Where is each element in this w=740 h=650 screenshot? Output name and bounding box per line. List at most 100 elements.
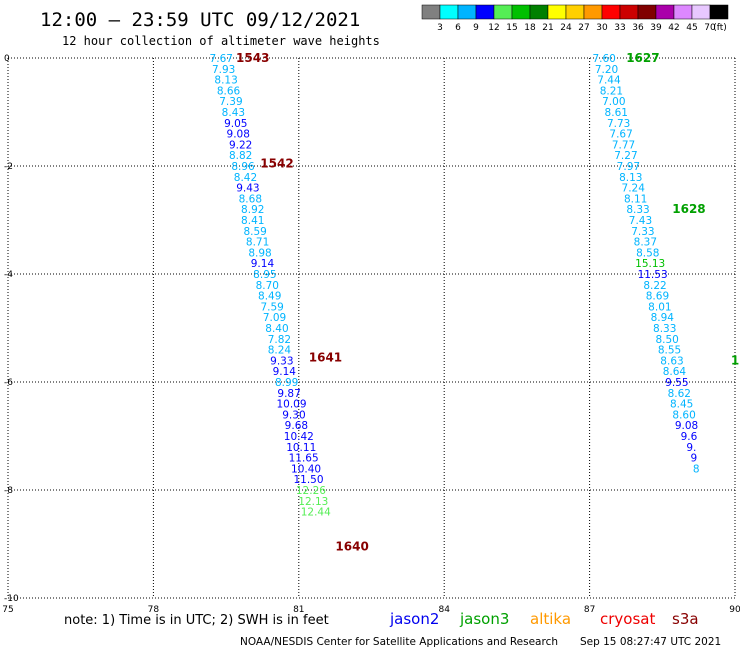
colorbar-swatch xyxy=(655,4,675,20)
wave-height-label: 8.55 xyxy=(658,345,681,357)
x-tick-label: 87 xyxy=(584,605,595,615)
wave-height-label: 8.22 xyxy=(643,280,666,292)
wave-height-label: 9. xyxy=(686,442,696,454)
wave-height-label: 8.13 xyxy=(214,75,237,87)
wave-height-label: 9.14 xyxy=(273,366,297,378)
wave-height-label: 8.43 xyxy=(222,107,245,119)
colorbar-label: 18 xyxy=(524,23,536,33)
wave-height-label: 8.62 xyxy=(668,388,691,400)
colorbar-swatch xyxy=(547,4,567,20)
colorbar-swatch xyxy=(565,4,585,20)
colorbar-label: 24 xyxy=(560,23,572,33)
wave-height-label: 8.37 xyxy=(634,237,657,249)
pass-number-label: 1543 xyxy=(236,51,269,65)
x-tick-label: 84 xyxy=(438,605,450,615)
chart-marks: 7.677.938.138.667.398.439.059.089.228.82… xyxy=(210,51,740,554)
wave-height-label: 10.11 xyxy=(286,442,316,454)
wave-height-label: 8.66 xyxy=(217,85,241,97)
wave-height-label: 10.40 xyxy=(291,463,321,475)
wave-height-label: 7.09 xyxy=(263,312,286,324)
wave-height-label: 9.55 xyxy=(665,377,688,389)
pass-number-label: 1627 xyxy=(626,51,659,65)
colorbar-label: 9 xyxy=(473,23,479,33)
colorbar-swatch xyxy=(493,4,513,20)
wave-height-label: 9.43 xyxy=(236,183,259,195)
wave-height-label: 8.92 xyxy=(241,204,264,216)
wave-height-label: 7.67 xyxy=(210,53,233,65)
satellite-legend-item: cryosat xyxy=(600,610,655,628)
satellite-legend: jason2 jason3 altika cryosat s3a xyxy=(389,610,699,628)
wave-height-label: 8.95 xyxy=(253,269,276,281)
pass-number-label: 1640 xyxy=(335,540,368,554)
wave-height-label: 8.61 xyxy=(605,107,628,119)
colorbar-label: 33 xyxy=(614,23,625,33)
wave-height-label: 9.30 xyxy=(282,409,305,421)
colorbar-label: 21 xyxy=(542,23,553,33)
colorbar-swatch xyxy=(637,4,657,20)
x-tick-label: 78 xyxy=(148,605,160,615)
wave-height-label: 8.94 xyxy=(651,312,675,324)
wave-height-label: 9.08 xyxy=(675,420,698,432)
wave-height-label: 10.09 xyxy=(276,399,306,411)
colorbar-swatch xyxy=(601,4,621,20)
wave-height-label: 8.49 xyxy=(258,291,281,303)
wave-height-label: 8.33 xyxy=(653,323,676,335)
colorbar-label: 6 xyxy=(455,23,461,33)
colorbar-swatch xyxy=(439,4,459,20)
colorbar-label: 39 xyxy=(650,23,662,33)
wave-height-label: 7.77 xyxy=(612,139,635,151)
wave-height-label: 7.44 xyxy=(597,75,621,87)
colorbar-swatch xyxy=(673,4,693,20)
wave-height-label: 7.33 xyxy=(631,226,654,238)
colorbar-swatch xyxy=(421,4,441,20)
wave-height-label: 15.13 xyxy=(635,258,665,270)
y-tick-label: -4 xyxy=(4,270,13,280)
wave-height-label: 7.27 xyxy=(614,150,637,162)
wave-height-label: 8.64 xyxy=(663,366,687,378)
pass-number-label: 1641 xyxy=(309,351,342,365)
satellite-legend-item: jason3 xyxy=(459,610,509,628)
wave-height-label: 11.65 xyxy=(289,453,319,465)
colorbar-swatch xyxy=(691,4,711,20)
wave-height-label: 7.82 xyxy=(268,334,291,346)
colorbar-swatch xyxy=(619,4,639,20)
wave-height-label: 8.68 xyxy=(239,193,262,205)
wave-height-label: 9.87 xyxy=(277,388,300,400)
wave-height-label: 9.6 xyxy=(681,431,698,443)
wave-height-label: 8.71 xyxy=(246,237,269,249)
wave-height-label: 7.20 xyxy=(595,64,618,76)
wave-height-label: 7.97 xyxy=(617,161,640,173)
wave-height-label: 9.68 xyxy=(285,420,308,432)
wave-height-label: 7.59 xyxy=(260,301,283,313)
wave-height-label: 7.73 xyxy=(607,118,630,130)
wave-height-label: 7.93 xyxy=(212,64,235,76)
wave-height-label: 8.59 xyxy=(243,226,266,238)
y-tick-label: -10 xyxy=(4,594,19,604)
chart-axis-ticks: 75 78 81 84 87 900-2-4-6-8-10 xyxy=(2,54,740,615)
footer-note: note: 1) Time is in UTC; 2) SWH is in fe… xyxy=(64,613,329,628)
wave-height-label: 8.98 xyxy=(248,247,271,259)
wave-height-label: 8.33 xyxy=(626,204,649,216)
pass-number-label: 1628 xyxy=(672,202,705,216)
y-tick-label: -2 xyxy=(4,162,13,172)
colorbar-swatch xyxy=(709,4,729,20)
satellite-legend-item: altika xyxy=(530,610,571,628)
wave-height-label: 7.67 xyxy=(609,129,632,141)
y-tick-label: -8 xyxy=(4,486,13,496)
wave-height-label: 8.01 xyxy=(648,301,671,313)
wave-height-label: 8.11 xyxy=(624,193,647,205)
wave-height-label: 8.13 xyxy=(619,172,642,184)
colorbar-label: 27 xyxy=(578,23,589,33)
colorbar-legend: 3 6 9 12 15 18 21 24 27 30 33 36 39 42 45 70(ft) xyxy=(421,4,729,33)
colorbar-label: 42 xyxy=(668,23,679,33)
satellite-legend-item: s3a xyxy=(672,610,699,628)
wave-height-label: 7.00 xyxy=(602,96,625,108)
wave-height-label: 9.08 xyxy=(227,129,250,141)
wave-height-label: 10.42 xyxy=(284,431,314,443)
colorbar-label: 12 xyxy=(488,23,499,33)
x-tick-label: 90 xyxy=(729,605,740,615)
wave-height-label: 7.60 xyxy=(592,53,615,65)
wave-height-label: 12.13 xyxy=(298,496,328,508)
page-subtitle: 12 hour collection of altimeter wave hei… xyxy=(62,34,380,48)
colorbar-swatch xyxy=(457,4,477,20)
